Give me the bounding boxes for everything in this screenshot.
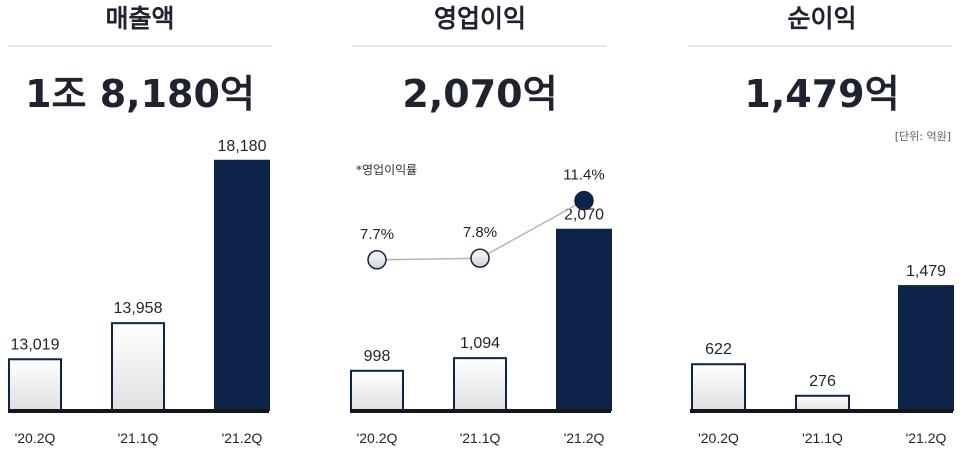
bar-value-label: 18,180 <box>218 138 267 155</box>
bar <box>8 358 62 411</box>
margin-note: *영업이익률 <box>356 163 417 177</box>
margin-value-label: 7.8% <box>463 224 497 241</box>
bar <box>453 357 507 412</box>
x-tick-label: '21.2Q <box>222 430 263 446</box>
panel-revenue: 매출액 1조 8,180억 13,019 13,958 18,180 '20.2Q '2… <box>8 4 272 446</box>
unit-note: [단위: 억원] <box>895 130 951 143</box>
bar-value-label: 276 <box>809 373 836 390</box>
bar <box>556 228 612 411</box>
bar-value-label: 13,958 <box>114 300 163 317</box>
plot-area: 13,019 13,958 18,180 '20.2Q '21.1Q '21.2Q <box>8 138 270 446</box>
headline-value: 1,479억 <box>744 72 899 116</box>
bar-value-label: 13,019 <box>11 336 60 353</box>
bar <box>111 322 165 411</box>
panel-operating-profit: 영업이익 2,070억 *영업이익률 998 1,094 2,070 '20.2Q '2… <box>350 4 612 446</box>
headline-value: 2,070억 <box>402 72 557 116</box>
bar-value-label: 998 <box>364 348 391 365</box>
panel-title: 순이익 <box>787 4 856 33</box>
margin-value-label: 7.7% <box>360 226 394 243</box>
headline-value: 1조 8,180억 <box>25 72 255 116</box>
x-tick-label: '21.2Q <box>564 430 605 446</box>
x-tick-label: '21.1Q <box>118 430 159 446</box>
bar-value-label: 1,479 <box>906 263 946 280</box>
margin-value-label: 11.4% <box>563 167 604 184</box>
panel-title: 영업이익 <box>434 4 526 33</box>
x-tick-label: '21.2Q <box>906 430 947 446</box>
bar <box>214 159 270 411</box>
bar <box>795 394 850 411</box>
bar-value-label: 1,094 <box>460 335 500 352</box>
margin-point <box>367 250 387 270</box>
x-axis-baseline <box>690 409 953 413</box>
x-tick-label: '21.1Q <box>802 430 843 446</box>
margin-point <box>470 248 490 268</box>
panel-title: 매출액 <box>105 4 174 33</box>
plot-area: 998 1,094 2,070 '20.2Q '21.1Q '21.2Q 7.7% 7.8% 1… <box>350 167 612 446</box>
x-axis-baseline <box>8 409 269 413</box>
panel-net-income: 순이익 1,479억 [단위: 억원] 622 276 1,479 '20.2Q '21… <box>688 4 954 446</box>
x-tick-label: '20.2Q <box>698 430 739 446</box>
bar-value-label: 622 <box>705 341 732 358</box>
x-tick-label: '20.2Q <box>357 430 398 446</box>
margin-point <box>574 190 594 211</box>
x-tick-label: '20.2Q <box>15 430 56 446</box>
bar <box>350 369 404 411</box>
x-axis-baseline <box>350 409 611 413</box>
bar-value-label: 2,070 <box>564 207 604 224</box>
x-tick-label: '21.1Q <box>460 430 501 446</box>
bar <box>898 285 954 412</box>
bar <box>691 363 746 411</box>
plot-area: 622 276 1,479 '20.2Q '21.1Q '21.2Q <box>690 263 954 446</box>
